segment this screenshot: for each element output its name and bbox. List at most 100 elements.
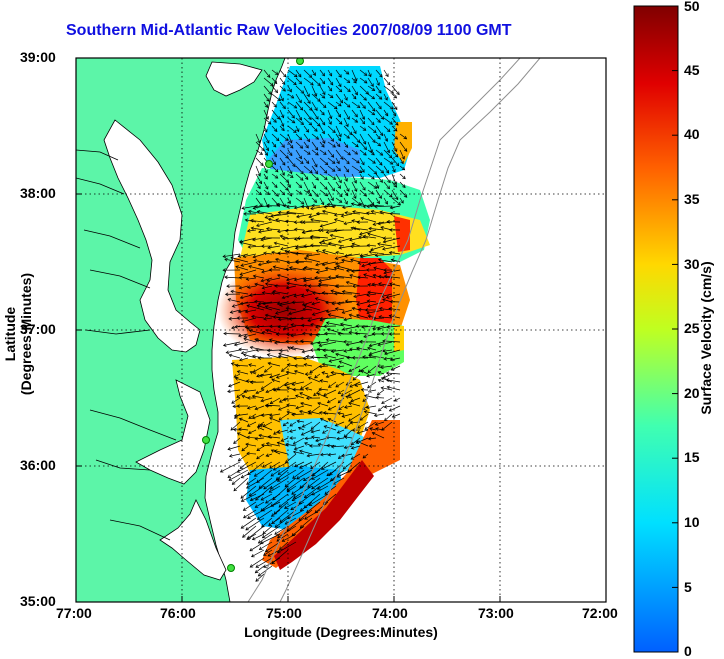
velocity-arrowhead: [237, 254, 242, 258]
velocity-arrow: [241, 517, 257, 529]
velocity-arrowhead: [275, 202, 280, 207]
velocity-arrowhead: [286, 205, 290, 209]
velocity-arrow: [248, 364, 257, 367]
velocity-arrow: [279, 85, 286, 92]
velocity-arrowhead: [286, 363, 291, 367]
velocity-arrowhead: [345, 280, 350, 285]
velocity-arrow: [323, 493, 337, 505]
velocity-arrow: [263, 141, 269, 151]
velocity-arrowhead: [311, 472, 316, 477]
velocity-arrow: [234, 341, 249, 346]
velocity-arrow: [381, 387, 393, 391]
velocity-arrow: [352, 243, 361, 247]
velocity-arrowhead: [354, 119, 359, 123]
velocity-arrow: [367, 93, 375, 100]
velocity-arrow: [303, 197, 309, 210]
velocity-arrow: [244, 333, 257, 338]
velocity-arrow: [271, 379, 281, 383]
velocity-arrowhead: [231, 400, 235, 404]
velocity-arrowhead: [383, 270, 388, 275]
velocity-arrow: [247, 509, 265, 519]
velocity-arrowhead: [394, 153, 399, 158]
velocity-arrow: [362, 356, 377, 359]
velocity-arrowhead: [301, 220, 306, 225]
velocity-arrow: [311, 181, 316, 189]
velocity-arrowhead: [377, 274, 382, 279]
velocity-arrowhead: [246, 435, 251, 440]
velocity-arrow: [257, 305, 273, 311]
velocity-arrow: [293, 451, 305, 455]
velocity-arrow: [247, 229, 257, 232]
velocity-arrow: [245, 325, 257, 328]
velocity-arrowhead: [327, 417, 332, 422]
velocity-arrow: [262, 285, 273, 289]
velocity-arrowhead: [243, 334, 248, 339]
velocity-arrowhead: [286, 210, 290, 215]
velocity-arrowhead: [356, 430, 361, 435]
velocity-arrowhead: [274, 340, 278, 345]
velocity-arrowhead: [299, 449, 303, 454]
velocity-arrow: [377, 389, 385, 396]
velocity-arrowhead: [246, 481, 250, 485]
velocity-arrowhead: [337, 399, 342, 404]
velocity-arrowhead: [272, 144, 277, 148]
velocity-arrow: [287, 165, 293, 174]
velocity-arrowhead: [384, 200, 388, 205]
velocity-arrow: [273, 501, 289, 515]
velocity-arrowhead: [272, 467, 277, 471]
velocity-arrow: [284, 477, 297, 488]
velocity-arrow: [293, 437, 305, 445]
velocity-arrow: [316, 269, 329, 273]
velocity-arrowhead: [256, 209, 261, 214]
velocity-arrowhead: [297, 426, 302, 431]
velocity-arrowhead: [358, 169, 363, 174]
velocity-arrowhead: [301, 424, 306, 428]
velocity-arrow: [319, 109, 325, 116]
velocity-arrow: [286, 211, 305, 215]
velocity-arrowhead: [248, 329, 253, 333]
velocity-arrowhead: [303, 304, 308, 308]
velocity-arrowhead: [288, 311, 292, 316]
velocity-arrow: [351, 197, 361, 206]
velocity-arrowhead: [304, 516, 308, 520]
velocity-arrowhead: [386, 219, 390, 224]
velocity-arrow: [308, 411, 321, 415]
velocity-arrow: [367, 181, 377, 189]
velocity-arrow: [295, 133, 302, 140]
velocity-arrowhead: [255, 578, 259, 582]
velocity-arrowhead: [246, 485, 250, 489]
velocity-arrow: [386, 293, 401, 298]
velocity-arrow: [337, 397, 345, 404]
velocity-arrow: [311, 117, 321, 127]
velocity-arrow: [310, 421, 321, 430]
velocity-arrowhead: [361, 161, 365, 166]
velocity-arrowhead: [351, 355, 356, 360]
velocity-arrow: [375, 141, 381, 147]
velocity-arrow: [271, 165, 279, 173]
velocity-arrow: [318, 277, 337, 282]
velocity-arrowhead: [336, 474, 341, 478]
velocity-arrow: [372, 432, 385, 439]
velocity-arrowhead: [233, 374, 238, 378]
velocity-arrowhead: [264, 176, 268, 180]
velocity-arrowhead: [354, 188, 358, 192]
velocity-arrow: [257, 509, 273, 520]
velocity-arrowhead: [372, 160, 376, 164]
velocity-arrow: [271, 173, 279, 179]
velocity-arrow: [287, 101, 297, 109]
velocity-arrow: [298, 427, 305, 431]
velocity-arrow: [331, 372, 345, 375]
velocity-arrow: [255, 165, 261, 177]
velocity-arrowhead: [364, 308, 369, 312]
velocity-arrow: [311, 477, 329, 490]
velocity-arrowhead: [290, 346, 294, 350]
velocity-arrowhead: [292, 441, 297, 445]
y-tick-label: 35:00: [20, 593, 56, 609]
velocity-arrowhead: [322, 348, 326, 353]
velocity-arrowhead: [257, 262, 262, 267]
velocity-arrowhead: [393, 94, 398, 99]
velocity-arrow: [343, 109, 350, 120]
velocity-arrow: [311, 149, 319, 156]
velocity-arrowhead: [302, 356, 307, 361]
